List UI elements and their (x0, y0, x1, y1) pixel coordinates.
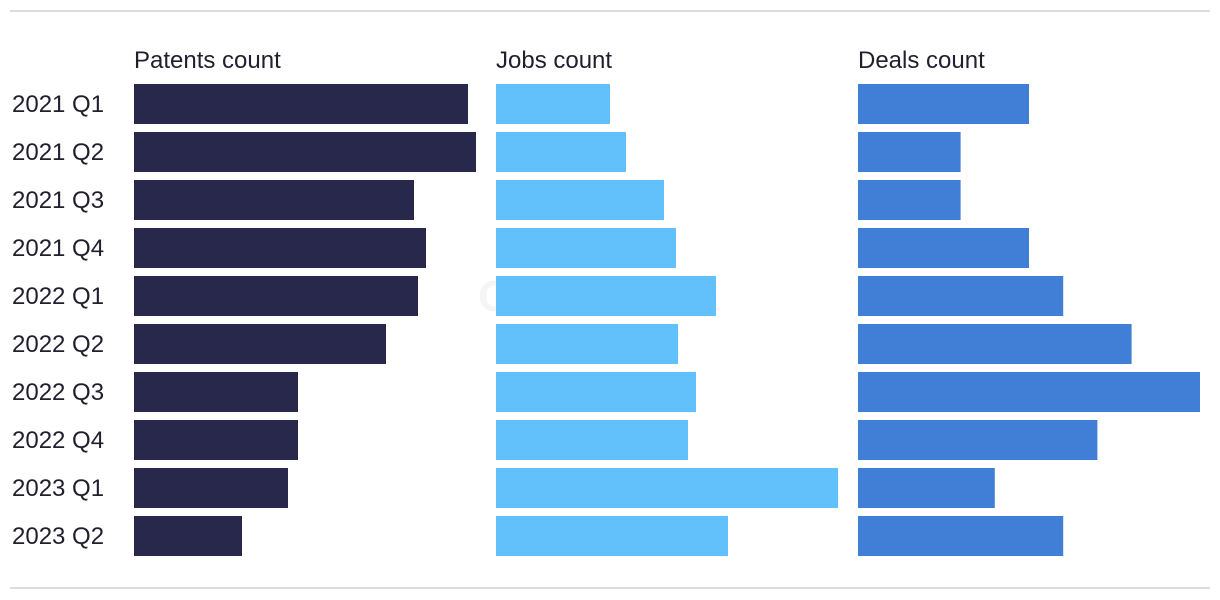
bar-jobs-count (496, 84, 610, 124)
bar-jobs-count (496, 420, 688, 460)
bar-jobs-count (496, 516, 728, 556)
category-label: 2021 Q4 (12, 235, 104, 262)
category-label: 2021 Q2 (12, 139, 104, 166)
bar-deals-count (858, 324, 1132, 364)
bar-patents-count (134, 516, 242, 556)
bar-deals-count (858, 372, 1200, 412)
bar-patents-count (134, 420, 298, 460)
bar-patents-count (134, 180, 414, 220)
bar-patents-count (134, 372, 298, 412)
category-label: 2023 Q2 (12, 523, 104, 550)
category-label: 2021 Q1 (12, 91, 104, 118)
bar-deals-count (858, 132, 961, 172)
bar-deals-count (858, 228, 1029, 268)
bar-deals-count (858, 180, 961, 220)
bar-patents-count (134, 228, 426, 268)
bar-patents-count (134, 468, 288, 508)
category-label: 2022 Q1 (12, 283, 104, 310)
bar-deals-count (858, 468, 995, 508)
bar-jobs-count (496, 228, 676, 268)
bar-patents-count (134, 132, 476, 172)
bar-deals-count (858, 84, 1029, 124)
category-label: 2022 Q2 (12, 331, 104, 358)
bar-jobs-count (496, 276, 716, 316)
bar-deals-count (858, 516, 1064, 556)
category-label: 2023 Q1 (12, 475, 104, 502)
panel-title: Jobs count (496, 47, 612, 74)
bar-jobs-count (496, 180, 664, 220)
top-divider (10, 10, 1210, 12)
bar-patents-count (134, 324, 386, 364)
category-label: 2022 Q3 (12, 379, 104, 406)
panel-title: Deals count (858, 47, 985, 74)
bottom-divider (10, 587, 1210, 589)
bar-patents-count (134, 84, 468, 124)
category-label: 2022 Q4 (12, 427, 104, 454)
bar-jobs-count (496, 372, 696, 412)
bar-jobs-count (496, 324, 678, 364)
bar-jobs-count (496, 468, 838, 508)
bar-deals-count (858, 420, 1098, 460)
panel-title: Patents count (134, 47, 281, 74)
bar-jobs-count (496, 132, 626, 172)
bar-deals-count (858, 276, 1064, 316)
bar-patents-count (134, 276, 418, 316)
category-label: 2021 Q3 (12, 187, 104, 214)
